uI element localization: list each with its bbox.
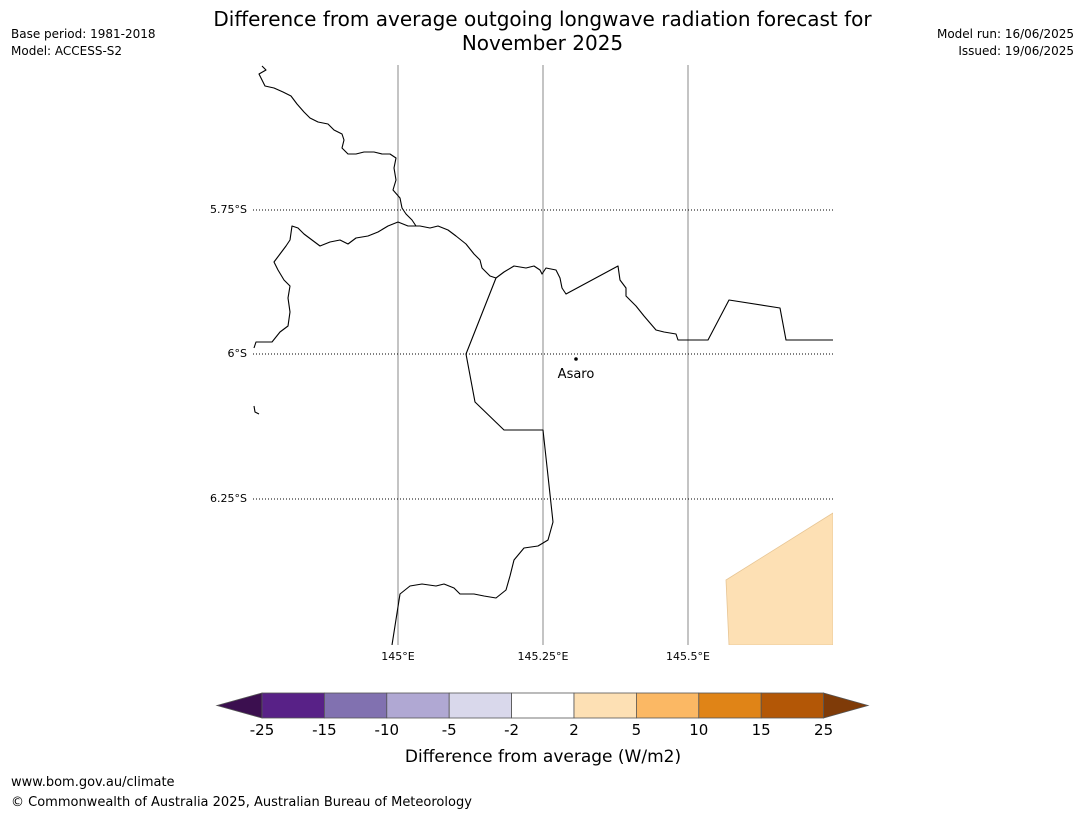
colorbar-tick: -15: [312, 721, 337, 739]
colorbar-extension-low: [215, 692, 263, 719]
boundary-fragment-west: [253, 405, 260, 415]
colorbar-tick: 5: [632, 721, 642, 739]
colorbar-ticks: -25 -15 -10 -5 -2 2 5 10 15 25: [250, 721, 833, 739]
colorbar-tick: 15: [752, 721, 771, 739]
map-title-line1: Difference from average outgoing longwav…: [213, 7, 872, 31]
lon-label-145-5: 145.5°E: [666, 650, 710, 663]
colorbar-tick: -5: [442, 721, 457, 739]
colorbar-segment-5: [511, 692, 575, 719]
colorbar: [215, 692, 870, 719]
boundary-northwest: [258, 65, 417, 227]
colorbar-segment-8: [698, 692, 762, 719]
asaro-location-marker: [574, 357, 578, 361]
colorbar-segment-4: [448, 692, 513, 719]
colorbar-extension-high: [823, 692, 870, 719]
colorbar-segment-1: [261, 692, 325, 719]
footer-copyright: © Commonwealth of Australia 2025, Austra…: [11, 795, 472, 810]
lon-label-145-25: 145.25°E: [518, 650, 569, 663]
lat-label-6: 6°S: [228, 347, 247, 360]
model-text: Model: ACCESS-S2: [11, 44, 123, 58]
colorbar-segment-9: [760, 692, 825, 719]
latitude-labels: 5.75°S 6°S 6.25°S: [210, 203, 247, 505]
colorbar-segment-6: [573, 692, 637, 719]
lon-label-145: 145°E: [381, 650, 414, 663]
colorbar-segment-3: [386, 692, 450, 719]
boundary-central-north: [253, 221, 833, 349]
boundary-inner-east: [391, 277, 554, 645]
colorbar-tick: -25: [250, 721, 275, 739]
colorbar-tick: 25: [814, 721, 833, 739]
base-period-text: Base period: 1981-2018: [11, 27, 156, 41]
footer-url[interactable]: www.bom.gov.au/climate: [11, 775, 175, 790]
lat-label-5-75: 5.75°S: [210, 203, 247, 216]
model-run-text: Model run: 16/06/2025: [936, 27, 1074, 41]
colorbar-label: Difference from average (W/m2): [405, 747, 681, 767]
place-label-asaro: Asaro: [558, 367, 595, 382]
map-title-line2: November 2025: [461, 31, 624, 55]
map-title: Difference from average outgoing longwav…: [0, 7, 1085, 55]
colorbar-segment-7: [636, 692, 700, 719]
colorbar-segment-2: [323, 692, 388, 719]
colorbar-tick: -2: [504, 721, 519, 739]
colorbar-tick: 10: [689, 721, 708, 739]
longitude-labels: 145°E 145.25°E 145.5°E: [381, 650, 710, 663]
colorbar-tick: -10: [375, 721, 400, 739]
lat-label-6-25: 6.25°S: [210, 492, 247, 505]
metadata-left: Base period: 1981-2018 Model: ACCESS-S2: [11, 26, 156, 60]
colorbar-tick: 2: [569, 721, 579, 739]
issued-text: Issued: 19/06/2025: [958, 44, 1074, 58]
positive-anomaly-region: [725, 512, 833, 645]
map-area: [253, 65, 833, 645]
boundary-lines: [253, 65, 833, 645]
metadata-right: Model run: 16/06/2025 Issued: 19/06/2025: [937, 26, 1074, 60]
